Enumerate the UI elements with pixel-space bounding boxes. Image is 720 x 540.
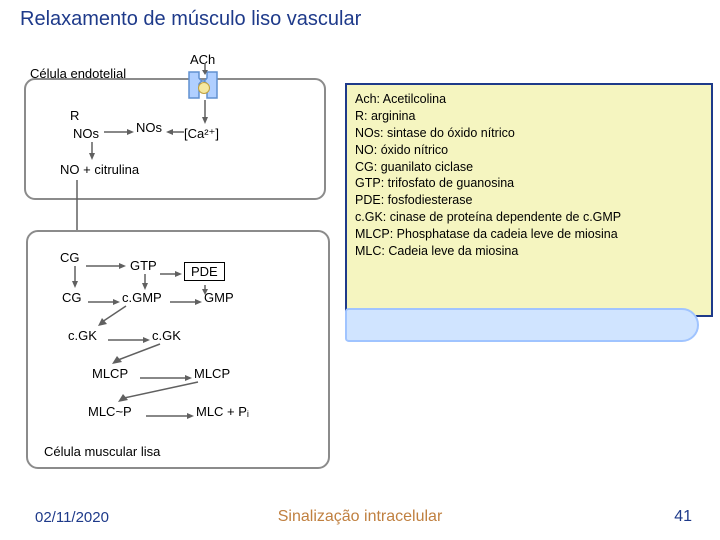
arrow-mlcp-p-mlcpi [146,408,194,426]
legend-box: Ach: Acetilcolina R: arginina NOs: sinta… [345,83,713,317]
label-gtp: GTP [130,258,157,273]
pde-box: PDE [184,262,225,281]
label-nos-left: NOs [73,126,99,141]
label-nos-right: NOs [136,120,162,135]
label-no-citrulina: NO + citrulina [60,162,139,177]
arrow-cg-gtp [86,258,126,276]
label-mlc-p: MLC~P [88,404,132,419]
label-mlcp1: MLCP [92,366,128,381]
banner-shape [345,308,699,342]
slide-title: Relaxamento de músculo liso vascular [20,8,361,31]
label-mlc-pi: MLC + Pᵢ [196,404,249,419]
label-cg2: CG [62,290,82,305]
arrow-r-nos [104,124,134,142]
arrow-gtp-down [140,274,150,295]
legend-line: PDE: fosfodiesterase [355,192,703,209]
label-muscle-cell: Célula muscular lisa [44,444,160,459]
label-cgk1: c.GK [68,328,97,343]
legend-line: CG: guanilato ciclase [355,159,703,176]
label-endothelial: Célula endotelial [30,66,126,81]
arrow-cgmp-cgk-diag [98,306,128,333]
label-cgk2: c.GK [152,328,181,343]
legend-line: MLC: Cadeia leve da miosina [355,243,703,260]
legend-line: Ach: Acetilcolina [355,91,703,108]
legend-line: MLCP: Phosphatase da cadeia leve de mios… [355,226,703,243]
ligand-dot [198,82,210,94]
arrow-receptor-ca [200,100,210,129]
legend-line: R: arginina [355,108,703,125]
legend-line: NO: óxido nítrico [355,142,703,159]
legend-line: GTP: trifosfato de guanosina [355,175,703,192]
arrow-pde-down [200,282,210,300]
label-pde: PDE [191,264,218,279]
footer-pagenum: 41 [674,508,692,526]
label-r: R [70,108,79,123]
label-cg1: CG [60,250,80,265]
label-mlcp2: MLCP [194,366,230,381]
arrow-ach-down [200,62,210,80]
footer-title: Sinalização intracelular [0,508,720,526]
arrow-cg-down [70,266,80,293]
legend-line: NOs: sintase do óxido nítrico [355,125,703,142]
legend-line: c.GK: cinase de proteína dependente de c… [355,209,703,226]
arrow-gtp-pde [160,266,182,284]
cell-upper-outline [24,78,328,208]
arrow-ca-left [166,124,184,142]
arrow-cgmp-gmp [170,294,202,312]
